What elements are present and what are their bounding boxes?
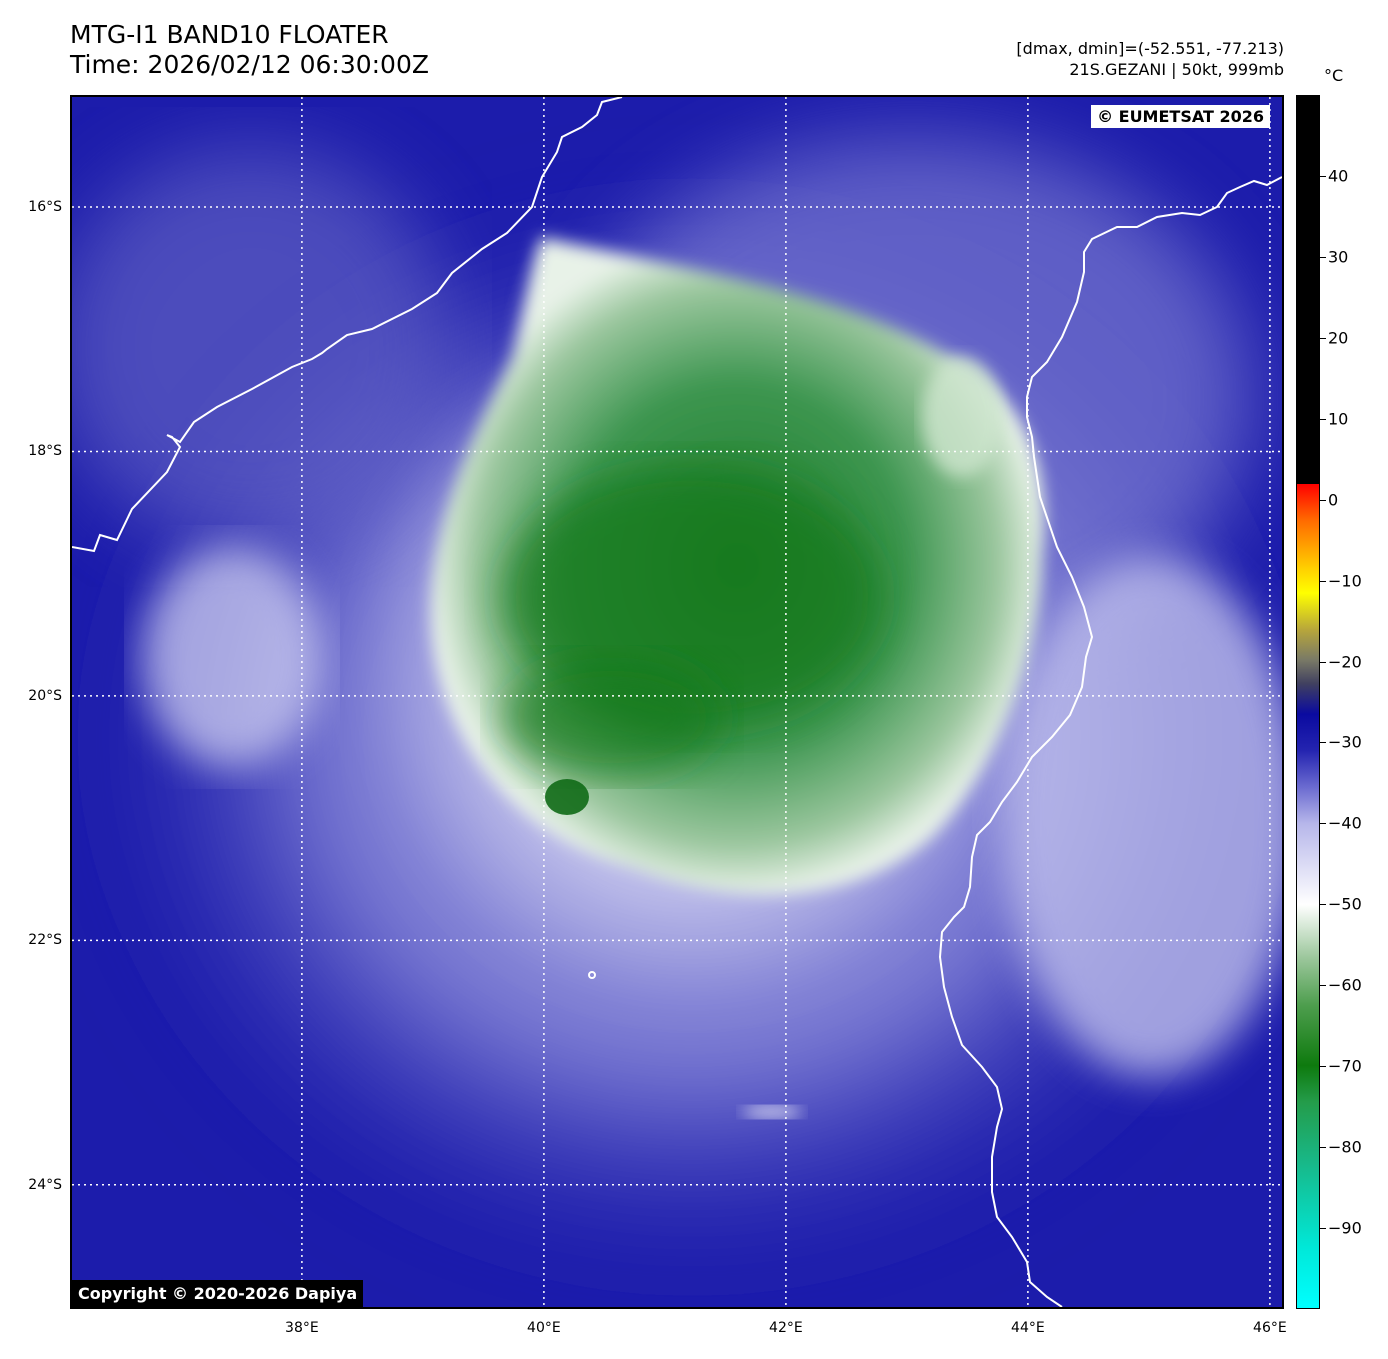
colorbar-tick-label: −80: [1328, 1137, 1362, 1157]
dapiya-credit: Copyright © 2020-2026 Dapiya: [72, 1280, 364, 1307]
colorbar-tick: [1320, 1228, 1326, 1230]
convective-cell: [545, 779, 589, 815]
temperature-colorbar: [1296, 95, 1320, 1309]
colorbar-tick: [1320, 985, 1326, 987]
cloud-streak: [742, 1106, 802, 1118]
coastline: [72, 97, 1282, 1307]
colorbar-tick: [1320, 904, 1326, 906]
colorbar-tick: [1320, 499, 1326, 501]
longitude-label: 46°E: [1253, 1320, 1287, 1336]
colorbar-tick: [1320, 742, 1326, 744]
colorbar-tick-label: −70: [1328, 1056, 1362, 1076]
northeast-cloud-cell: [922, 357, 1002, 477]
colorbar-tick-label: 40: [1328, 166, 1349, 186]
colorbar-tick-label: −30: [1328, 732, 1362, 752]
eastern-rainband: [1002, 557, 1282, 1077]
title-line-1: MTG-I1 BAND10 FLOATER: [70, 20, 389, 49]
colorbar-tick-label: 20: [1328, 328, 1349, 348]
eumetsat-credit: © EUMETSAT 2026: [1091, 105, 1270, 128]
colorbar-tick-label: −20: [1328, 652, 1362, 672]
latitude-label: 24°S: [28, 1176, 62, 1193]
colorbar-tick: [1320, 175, 1326, 177]
colorbar-tick-label: −90: [1328, 1218, 1362, 1238]
colorbar-tick: [1320, 1066, 1326, 1068]
coastline-mozambique: [72, 97, 623, 553]
longitude-label: 40°E: [527, 1320, 561, 1336]
colorbar-tick-label: 0: [1328, 490, 1339, 510]
longitude-label: 44°E: [1011, 1320, 1045, 1336]
latitude-label: 20°S: [28, 687, 62, 704]
latitude-label: 18°S: [28, 443, 62, 460]
colorbar-tick: [1320, 823, 1326, 825]
colorbar-tick: [1320, 1147, 1326, 1149]
western-cloud-cluster: [142, 547, 322, 767]
colorbar-tick-label: −50: [1328, 894, 1362, 914]
longitude-label: 38°E: [285, 1320, 319, 1336]
data-range-text: [dmax, dmin]=(-52.551, -77.213): [1016, 39, 1284, 58]
longitude-label: 42°E: [769, 1320, 803, 1336]
colorbar-tick-label: −60: [1328, 975, 1362, 995]
coastline-madagascar: [938, 176, 1282, 1307]
figure-meta: [dmax, dmin]=(-52.551, -77.213) 21S.GEZA…: [1016, 38, 1284, 80]
colorbar-tick: [1320, 418, 1326, 420]
colorbar-tick: [1320, 256, 1326, 258]
colorbar-tick: [1320, 661, 1326, 663]
latitude-label: 22°S: [28, 932, 62, 949]
latitude-label: 16°S: [28, 199, 62, 215]
storm-info-text: 21S.GEZANI | 50kt, 999mb: [1069, 60, 1284, 79]
inner-core-cell: [502, 657, 722, 777]
colorbar-tick-label: 30: [1328, 247, 1349, 267]
colorbar-tick-label: −40: [1328, 813, 1362, 833]
map-canvas: [72, 97, 1282, 1307]
europa-island: [588, 971, 596, 979]
colorbar-tick: [1320, 337, 1326, 339]
colorbar-tick-label: −10: [1328, 571, 1362, 591]
figure-title: MTG-I1 BAND10 FLOATER Time: 2026/02/12 0…: [70, 20, 429, 80]
colorbar-tick-label: 10: [1328, 409, 1349, 429]
colorbar-tick: [1320, 580, 1326, 582]
title-line-2: Time: 2026/02/12 06:30:00Z: [70, 50, 429, 79]
graticule: [72, 97, 1282, 1307]
colorbar-unit: °C: [1324, 66, 1344, 85]
northwest-cloud-band: [72, 147, 452, 547]
satellite-map[interactable]: © EUMETSAT 2026 Copyright © 2020-2026 Da…: [70, 95, 1284, 1309]
